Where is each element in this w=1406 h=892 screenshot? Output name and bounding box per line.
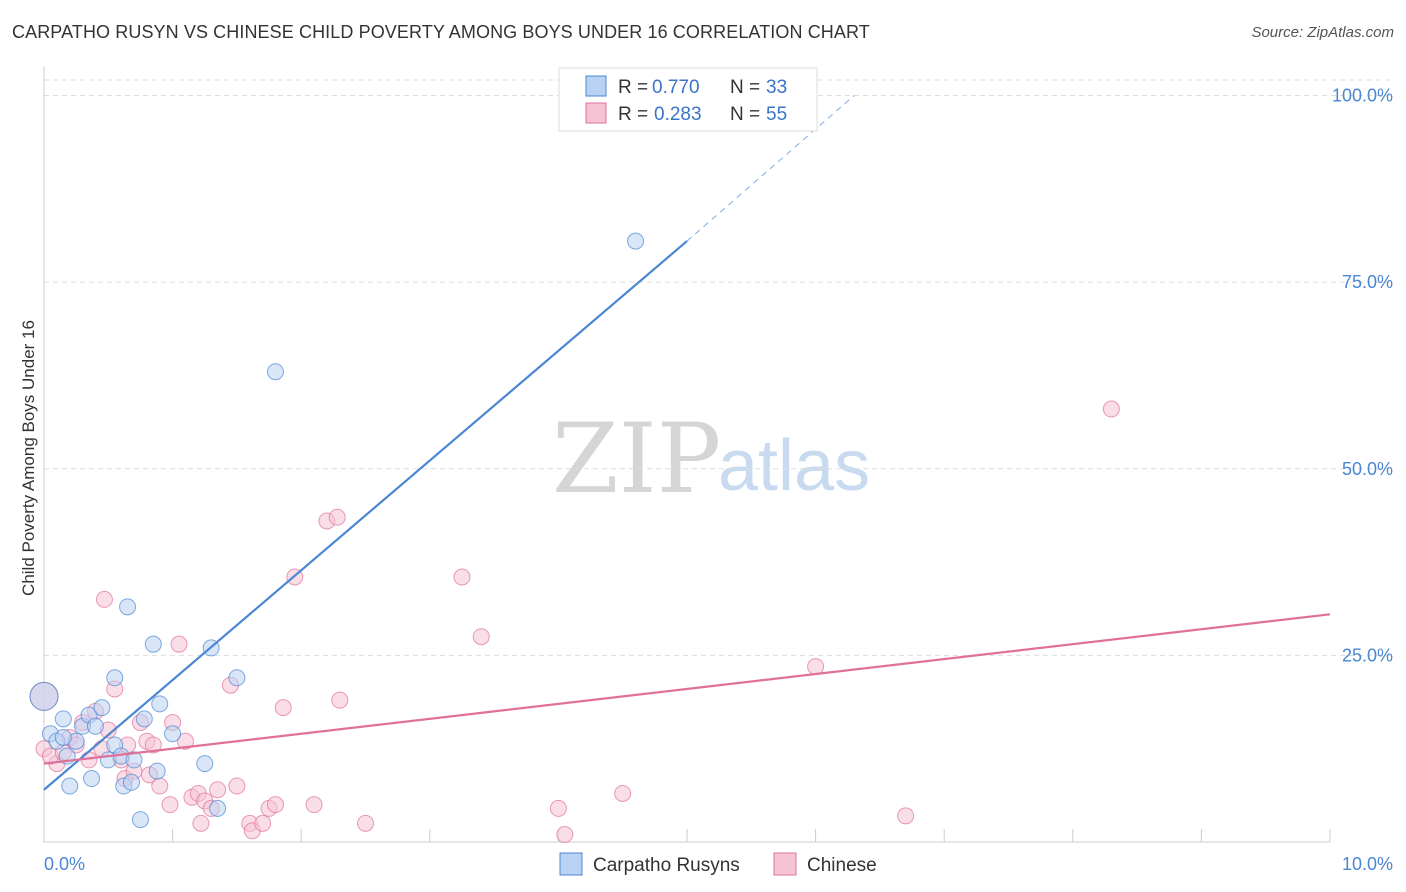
point-chinese <box>453 568 471 586</box>
point-carpatho-rusyns <box>135 710 153 728</box>
series-carpatho-rusyns <box>29 232 645 829</box>
legend-r-label-blue: R = <box>618 77 648 98</box>
point-carpatho-rusyns <box>54 728 72 746</box>
trend-extension-carpatho-rusyns <box>686 95 855 242</box>
legend-r-label-pink: R = <box>618 104 648 125</box>
point-carpatho-rusyns <box>119 598 137 616</box>
point-carpatho-rusyns <box>122 773 140 791</box>
bottom-legend-swatch-pink <box>773 852 797 876</box>
y-tick-label: 25.0% <box>1342 645 1393 665</box>
source-credit: Source: ZipAtlas.com <box>1251 24 1394 41</box>
trend-line-chinese <box>43 613 1331 765</box>
point-chinese <box>266 796 284 814</box>
series-legend: Carpatho Rusyns Chinese <box>559 852 877 876</box>
point-chinese <box>176 732 194 750</box>
x-tick-labels: 0.0% 10.0% <box>44 854 1393 874</box>
y-tick-labels: 25.0% 50.0% 75.0% 100.0% <box>1332 86 1393 666</box>
watermark-zip: ZIP <box>552 403 721 515</box>
point-chinese <box>192 814 210 832</box>
y-tick-label: 75.0% <box>1342 272 1393 292</box>
point-carpatho-rusyns <box>228 669 246 687</box>
legend-n-label-pink: N = <box>730 104 760 125</box>
grid-lines <box>44 79 1394 656</box>
legend-n-value-pink: 55 <box>766 104 787 125</box>
point-chinese <box>331 691 349 709</box>
trend-lines <box>43 95 1331 791</box>
x-tick-label: 10.0% <box>1342 854 1393 874</box>
legend-r-value-blue: 0.770 <box>652 77 700 98</box>
x-tick-label: 0.0% <box>44 854 85 874</box>
point-chinese <box>228 777 246 795</box>
legend-swatch-pink <box>585 102 607 124</box>
watermark: ZIP atlas <box>552 403 870 515</box>
point-chinese <box>1102 400 1120 418</box>
point-carpatho-rusyns <box>209 799 227 817</box>
point-chinese <box>254 814 272 832</box>
point-chinese <box>170 635 188 653</box>
bottom-legend-swatch-blue <box>559 852 583 876</box>
bottom-legend-label-pink: Chinese <box>807 855 877 876</box>
point-carpatho-rusyns <box>266 363 284 381</box>
point-chinese <box>807 658 825 676</box>
legend-r-value-pink: 0.283 <box>654 104 702 125</box>
point-carpatho-rusyns <box>627 232 645 250</box>
point-chinese <box>151 777 169 795</box>
point-carpatho-rusyns <box>164 725 182 743</box>
point-chinese <box>209 781 227 799</box>
point-carpatho-rusyns <box>61 777 79 795</box>
point-chinese <box>95 590 113 608</box>
y-tick-label: 50.0% <box>1342 459 1393 479</box>
point-chinese <box>472 628 490 646</box>
point-carpatho-rusyns <box>148 762 166 780</box>
point-carpatho-rusyns <box>196 755 214 773</box>
point-chinese <box>305 796 323 814</box>
point-carpatho-rusyns <box>83 770 101 788</box>
point-chinese <box>549 799 567 817</box>
point-chinese <box>897 807 915 825</box>
point-carpatho-rusyns <box>86 717 104 735</box>
point-carpatho-rusyns <box>54 710 72 728</box>
point-chinese <box>614 784 632 802</box>
point-carpatho-rusyns <box>151 695 169 713</box>
series-chinese <box>29 400 1120 844</box>
legend-n-value-blue: 33 <box>766 77 787 98</box>
point-carpatho-rusyns <box>93 699 111 717</box>
axes <box>43 66 1331 843</box>
point-chinese <box>357 814 374 832</box>
point-carpatho-rusyns <box>144 635 162 653</box>
correlation-legend: R = 0.770 N = 33 R = 0.283 N = 55 <box>558 67 818 132</box>
point-chinese <box>556 826 574 844</box>
point-chinese <box>161 796 179 814</box>
y-axis-label: Child Poverty Among Boys Under 16 <box>19 320 38 596</box>
y-tick-label: 100.0% <box>1332 86 1393 106</box>
legend-n-label-blue: N = <box>730 77 760 98</box>
point-carpatho-rusyns <box>131 811 149 829</box>
point-carpatho-rusyns <box>125 751 143 769</box>
point-chinese <box>274 699 292 717</box>
point-chinese <box>144 736 162 754</box>
bottom-legend-label-blue: Carpatho Rusyns <box>593 855 740 876</box>
chart-title: CARPATHO RUSYN VS CHINESE CHILD POVERTY … <box>12 22 870 42</box>
legend-swatch-blue <box>585 75 607 97</box>
point-carpatho-rusyns <box>29 681 59 711</box>
trend-line-carpatho-rusyns <box>43 240 688 791</box>
point-chinese <box>328 508 346 526</box>
point-carpatho-rusyns <box>106 669 124 687</box>
watermark-atlas: atlas <box>718 426 870 506</box>
